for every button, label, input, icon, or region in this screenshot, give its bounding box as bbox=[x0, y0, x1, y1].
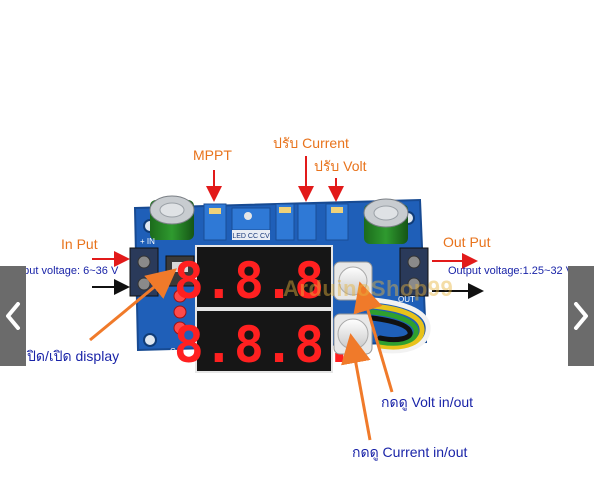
input-voltage-label: Input voltage: 6~36 V bbox=[14, 265, 119, 277]
board-cplus-label: C+ bbox=[170, 347, 181, 356]
display-switch-pointer bbox=[89, 268, 177, 342]
potentiometer-volt bbox=[325, 203, 349, 241]
wire-bundle bbox=[369, 297, 431, 354]
chevron-right-icon bbox=[574, 302, 588, 330]
input-terminal bbox=[129, 247, 159, 297]
adjust-volt-label: ปรับ Volt bbox=[314, 158, 367, 174]
display-bottom-digits: 8.8.8. bbox=[174, 316, 355, 374]
carousel-prev-button[interactable] bbox=[0, 266, 26, 366]
press-current-label: กดดู Current in/out bbox=[352, 444, 468, 460]
output-terminal bbox=[399, 247, 429, 297]
output-voltage-label: Output voltage:1.25~32 V bbox=[448, 265, 574, 277]
volt-button-pointer bbox=[353, 281, 394, 393]
in-put-label: In Put bbox=[61, 236, 98, 252]
display-switch-label: ปิด/เปิด display bbox=[27, 348, 120, 364]
led-cc-cv-label: LED CC CV bbox=[232, 233, 270, 240]
potentiometer-mppt bbox=[203, 203, 227, 241]
watermark: ArduinoShop99 bbox=[283, 276, 454, 301]
adjust-current-label: ปรับ Current bbox=[273, 135, 349, 151]
display-top-digits: 8.8.8. bbox=[174, 252, 355, 310]
board-out-label: OUT bbox=[398, 295, 415, 304]
chevron-left-icon bbox=[6, 302, 20, 330]
current-button-pointer bbox=[341, 333, 372, 441]
capacitor-left bbox=[149, 195, 195, 240]
mppt-label: MPPT bbox=[193, 147, 232, 163]
potentiometer-led bbox=[231, 207, 271, 231]
capacitor-right bbox=[363, 198, 409, 244]
potentiometer-current bbox=[275, 203, 317, 241]
display-top: 8.8.8. bbox=[174, 245, 355, 310]
display-bottom: 8.8.8. bbox=[174, 309, 355, 374]
indicator-led-3 bbox=[173, 321, 187, 335]
out-put-label: Out Put bbox=[443, 234, 491, 250]
indicator-led-2 bbox=[173, 305, 187, 319]
board-in-label: + IN bbox=[140, 237, 155, 246]
carousel-next-button[interactable] bbox=[568, 266, 594, 366]
press-volt-label: กดดู Volt in/out bbox=[381, 394, 474, 410]
